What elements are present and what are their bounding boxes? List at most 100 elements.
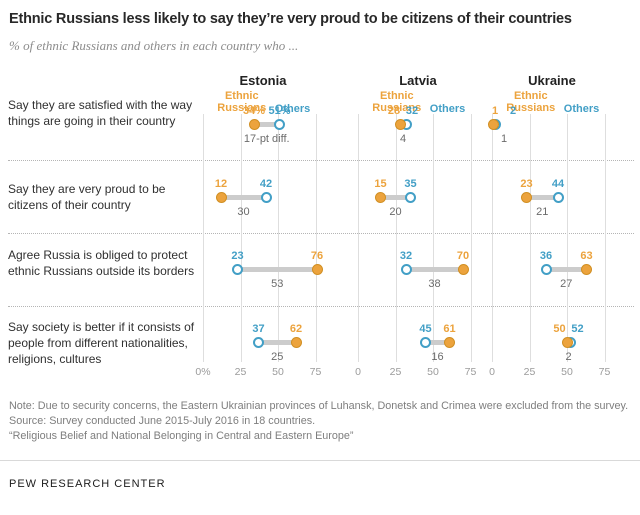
country-header-estonia: Estonia <box>239 73 287 88</box>
legend-others: Others <box>429 102 466 115</box>
value-label-ethnic-russians: 63 <box>580 250 593 262</box>
row-separator <box>8 160 634 161</box>
dumbbell-connector <box>258 339 296 345</box>
dot-others <box>405 191 416 203</box>
dumbbell-connector <box>546 266 587 272</box>
axis-tick-label: 25 <box>389 366 402 378</box>
value-label-ethnic-russians: 76 <box>310 250 324 262</box>
legend-others: Others <box>274 102 311 115</box>
value-label-ethnic-russians: 70 <box>456 250 470 262</box>
axis-tick-label: 50 <box>272 366 284 378</box>
gridline <box>433 114 434 362</box>
legend-ethnic-russians: Ethnic Russians <box>506 90 556 115</box>
row-separator <box>8 306 634 307</box>
gridline <box>203 114 204 362</box>
dot-ethnic-russians <box>521 191 532 203</box>
legend-ethnic-russians: Ethnic Russians <box>372 90 422 115</box>
diff-label: 25 <box>271 351 284 363</box>
gridline <box>240 114 242 362</box>
legend: Ethnic Russians Others <box>346 90 490 115</box>
value-label-ethnic-russians: 23 <box>520 178 533 190</box>
axis-tick-label: 75 <box>464 366 477 378</box>
value-label-ethnic-russians: 61 <box>443 323 456 335</box>
dot-others <box>260 191 272 203</box>
diff-label: 16 <box>431 351 444 363</box>
dot-ethnic-russians <box>444 336 455 348</box>
value-label-ethnic-russians: 12 <box>214 178 228 190</box>
diff-label: 21 <box>536 206 549 218</box>
dot-ethnic-russians <box>561 336 573 348</box>
value-label-ethnic-russians: 1 <box>491 105 499 117</box>
value-label-others: 35 <box>404 178 417 190</box>
diff-label: 53 <box>271 278 284 290</box>
value-label-others: 32 <box>405 105 419 117</box>
diff-label: 1 <box>500 133 508 145</box>
dumbbell-connector <box>526 194 558 200</box>
dot-ethnic-russians <box>290 336 302 348</box>
dumbbell-connector <box>221 194 266 200</box>
dot-ethnic-russians <box>375 191 386 203</box>
chart-title: Ethnic Russians less likely to say they’… <box>9 11 572 27</box>
legend-others: Others <box>563 102 600 115</box>
dot-others <box>540 263 552 275</box>
gridline <box>567 114 568 362</box>
footer-brand: PEW RESEARCH CENTER <box>9 478 166 490</box>
dumbbell-connector <box>380 194 411 200</box>
gridline <box>315 114 317 362</box>
axis-tick-label: 50 <box>561 366 573 378</box>
value-label-others: 45 <box>419 323 432 335</box>
axis-tick-label: 0 <box>489 366 495 378</box>
dot-others <box>420 336 431 348</box>
value-label-others: 51% <box>268 105 291 117</box>
diff-label: 2 <box>565 351 572 363</box>
footer-divider <box>0 460 640 461</box>
diff-label: 17-pt diff. <box>243 133 290 145</box>
dot-others <box>400 263 412 275</box>
country-header-ukraine: Ukraine <box>528 73 576 88</box>
value-label-others: 32 <box>399 250 413 262</box>
country-header-latvia: Latvia <box>399 73 437 88</box>
gridline <box>529 114 531 362</box>
dot-ethnic-russians <box>457 263 469 275</box>
dot-ethnic-russians <box>311 263 323 275</box>
row-label: Say society is better if it consists of … <box>8 320 195 366</box>
dumbbell-connector <box>237 266 317 272</box>
row-label: Agree Russia is obliged to protect ethni… <box>8 248 195 278</box>
diff-label: 38 <box>428 278 441 290</box>
axis-tick-label: 50 <box>427 366 439 378</box>
value-label-others: 2 <box>509 105 517 117</box>
value-label-ethnic-russians: 34% <box>242 105 266 117</box>
axis-tick-label: 25 <box>234 366 247 378</box>
dot-others <box>253 336 264 348</box>
value-label-others: 42 <box>259 178 273 190</box>
dumbbell-connector <box>406 266 463 272</box>
gridline <box>278 114 279 362</box>
dot-others <box>552 191 564 203</box>
diff-label: 4 <box>399 133 407 145</box>
value-label-others: 52 <box>571 323 584 335</box>
diff-label: 20 <box>389 206 402 218</box>
axis-tick-label: 75 <box>598 366 611 378</box>
value-label-ethnic-russians: 62 <box>289 323 303 335</box>
value-label-ethnic-russians: 15 <box>374 178 387 190</box>
dot-others <box>232 263 243 275</box>
value-label-others: 37 <box>252 323 265 335</box>
diff-label: 30 <box>237 206 250 218</box>
axis-tick-label: 0 <box>355 366 361 378</box>
dot-ethnic-russians <box>215 191 227 203</box>
dot-ethnic-russians <box>581 263 592 275</box>
report-title-line: “Religious Belief and National Belonging… <box>9 430 354 443</box>
gridline <box>492 114 493 362</box>
legend-ethnic-russians: Ethnic Russians <box>217 90 267 115</box>
axis-tick-label: 75 <box>309 366 322 378</box>
value-label-others: 36 <box>539 250 553 262</box>
gridline <box>470 114 472 362</box>
dot-ethnic-russians <box>248 118 260 130</box>
value-label-ethnic-russians: 50 <box>553 323 566 335</box>
dot-ethnic-russians <box>394 118 406 130</box>
legend: Ethnic Russians Others <box>191 90 335 115</box>
gridline <box>395 114 397 362</box>
value-label-others: 23 <box>231 250 244 262</box>
row-label: Say they are satisfied with the way thin… <box>8 98 193 128</box>
